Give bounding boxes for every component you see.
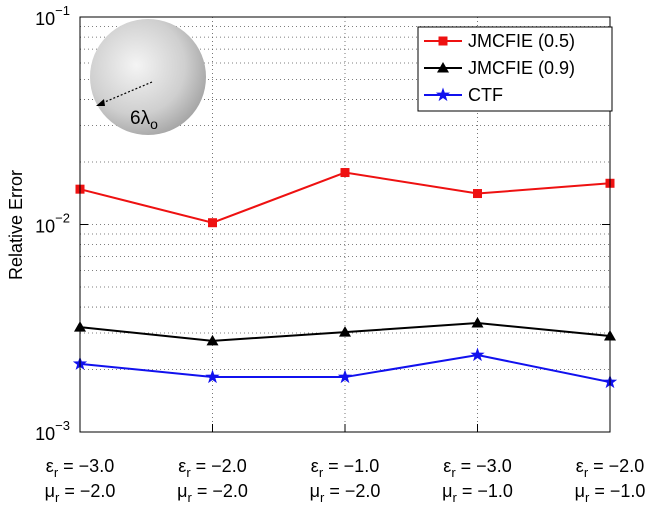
x-label-text: = −2.0 — [192, 481, 248, 501]
x-label-text: = −2.0 — [324, 481, 380, 501]
y-tick-label: 10−3 — [35, 418, 70, 444]
annotation-sub: o — [150, 116, 158, 132]
x-tick-label: μr = −2.0 — [177, 481, 248, 505]
y-tick-base: 10 — [35, 424, 55, 444]
y-axis-label: Relative Error — [6, 170, 26, 280]
y-tick-base: 10 — [35, 217, 55, 237]
sphere-inset: 6λo — [90, 19, 206, 135]
x-label-text: = −1.0 — [323, 456, 379, 476]
x-label-text: = −3.0 — [456, 456, 512, 476]
annotation-text: 6λ — [130, 108, 151, 129]
x-label-text: = −2.0 — [59, 481, 115, 501]
x-tick-label: εr = −2.0 — [576, 456, 644, 480]
x-label-symbol: ε — [576, 456, 584, 476]
x-tick-label: εr = −2.0 — [178, 456, 246, 480]
x-tick-label: εr = −3.0 — [443, 456, 511, 480]
x-tick-label: μr = −1.0 — [442, 481, 513, 505]
x-label-symbol: μ — [310, 481, 320, 501]
data-point — [208, 218, 217, 227]
x-label-symbol: ε — [178, 456, 186, 476]
legend-label: CTF — [468, 85, 503, 105]
y-tick-label: 10−2 — [35, 211, 70, 237]
x-tick-label: εr = −3.0 — [46, 456, 114, 480]
y-tick-label: 10−1 — [35, 3, 70, 29]
x-label-symbol: ε — [46, 456, 54, 476]
x-tick-label: μr = −2.0 — [310, 481, 381, 505]
data-point — [473, 189, 482, 198]
x-label-symbol: μ — [45, 481, 55, 501]
legend-marker — [439, 37, 448, 46]
x-tick-label: εr = −1.0 — [311, 456, 379, 480]
y-tick-power: −3 — [55, 418, 70, 433]
x-label-symbol: μ — [575, 481, 585, 501]
y-tick-base: 10 — [35, 9, 55, 29]
x-label-symbol: μ — [177, 481, 187, 501]
y-tick-power: −1 — [55, 3, 70, 18]
x-label-text: = −1.0 — [589, 481, 645, 501]
x-label-symbol: μ — [442, 481, 452, 501]
x-label-symbol: ε — [311, 456, 319, 476]
x-label-text: = −1.0 — [457, 481, 513, 501]
x-label-text: = −2.0 — [191, 456, 247, 476]
x-label-text: = −2.0 — [588, 456, 644, 476]
x-label-text: = −3.0 — [58, 456, 114, 476]
y-tick-power: −2 — [55, 211, 70, 226]
legend-label: JMCFIE (0.5) — [468, 31, 575, 51]
legend: JMCFIE (0.5) JMCFIE (0.9) CTF — [418, 27, 612, 111]
x-tick-label: μr = −1.0 — [575, 481, 646, 505]
chart: 6λo Relative Error JMCFIE (0.5)JMCFIE (0… — [0, 0, 649, 506]
x-label-symbol: ε — [443, 456, 451, 476]
legend-label: JMCFIE (0.9) — [468, 58, 575, 78]
x-tick-label: μr = −2.0 — [45, 481, 116, 505]
data-point — [341, 168, 350, 177]
